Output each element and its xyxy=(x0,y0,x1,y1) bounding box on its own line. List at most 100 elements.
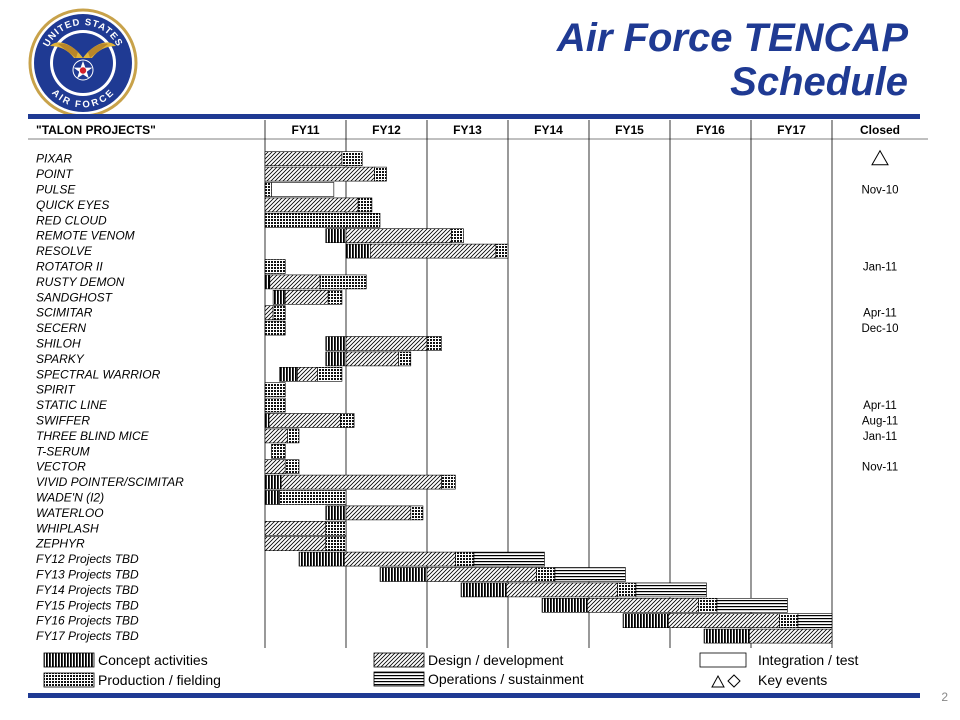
bar-production xyxy=(455,551,475,567)
bar-production xyxy=(272,305,286,320)
bar-design xyxy=(268,413,341,428)
bar-concept xyxy=(541,597,588,613)
legend-label: Concept activities xyxy=(98,652,208,668)
legend-swatch-integration xyxy=(699,652,747,668)
bar-design xyxy=(264,536,327,552)
bar-production xyxy=(341,151,363,167)
row-label: WHIPLASH xyxy=(36,521,99,535)
bar-design xyxy=(587,597,699,613)
bar-production xyxy=(698,597,718,613)
bar-production xyxy=(284,459,300,475)
row-label: SECERN xyxy=(36,321,86,335)
bar-concept xyxy=(325,336,347,351)
row-label: SHILOH xyxy=(36,337,81,351)
bar-production xyxy=(779,613,799,629)
closed-date: Aug-11 xyxy=(862,416,898,428)
bar-operations xyxy=(716,597,788,613)
row-label: FY16 Projects TBD xyxy=(36,614,139,628)
bar-integration xyxy=(271,182,335,197)
bar-production xyxy=(287,428,300,444)
closed-dates: Nov-10 Jan-11 Apr-11 Dec-10 Apr-11 Aug-11 Jan-… xyxy=(861,149,899,474)
row-label: ROTATOR II xyxy=(36,260,103,274)
bar-design xyxy=(264,459,286,475)
bar-production xyxy=(264,213,381,228)
closed-header: Closed xyxy=(860,123,900,137)
bar-concept xyxy=(325,228,347,243)
top-rule xyxy=(28,114,920,119)
closed-date: Jan-11 xyxy=(863,431,897,443)
bar-production xyxy=(426,336,442,351)
bar-production xyxy=(441,474,456,490)
bar-production xyxy=(327,290,343,305)
closed-date: Nov-10 xyxy=(861,185,898,197)
bar-concept xyxy=(264,413,270,428)
bar-production xyxy=(450,228,464,243)
key-event-triangle-icon xyxy=(871,149,889,166)
bar-operations xyxy=(473,551,545,567)
row-label: FY17 Projects TBD xyxy=(36,629,139,643)
bar-design xyxy=(345,228,452,243)
bar-production xyxy=(410,505,424,521)
bar-production xyxy=(325,536,347,552)
legend-label: Operations / sustainment xyxy=(428,671,584,687)
row-label: T-SERUM xyxy=(36,444,90,458)
key-event-triangle-icon xyxy=(711,674,725,688)
legend-label: Key events xyxy=(758,672,827,688)
row-label: PIXAR xyxy=(36,152,72,166)
column-header: FY17 xyxy=(777,123,806,137)
bar-design xyxy=(280,474,442,490)
column-headers: "TALON PROJECTS" FY11 FY12 FY13 FY14 FY15 FY16… xyxy=(36,123,900,137)
bar-concept xyxy=(379,567,428,582)
row-header-label: "TALON PROJECTS" xyxy=(36,123,156,137)
column-header: FY13 xyxy=(453,123,482,137)
closed-date: Apr-11 xyxy=(863,308,897,320)
row-label: SWIFFER xyxy=(36,414,90,428)
closed-date: Dec-10 xyxy=(861,323,898,335)
bars xyxy=(264,151,833,644)
row-label: POINT xyxy=(36,167,74,181)
air-force-logo: UNITED STATES AIR FORCE xyxy=(28,8,138,118)
row-label: SPARKY xyxy=(36,352,85,366)
bar-production xyxy=(495,243,509,259)
bar-design xyxy=(426,567,537,582)
legend-label: Integration / test xyxy=(758,652,859,668)
legend-label: Design / development xyxy=(428,652,564,668)
column-header: FY14 xyxy=(534,123,563,137)
row-label: FY12 Projects TBD xyxy=(36,552,139,566)
bar-design xyxy=(284,290,329,305)
bar-production xyxy=(374,166,387,182)
bar-production xyxy=(264,320,286,336)
bar-design xyxy=(506,582,618,598)
bar-design xyxy=(749,628,833,644)
row-label: SANDGHOST xyxy=(36,290,114,304)
bar-concept xyxy=(298,551,345,567)
bar-design xyxy=(369,243,497,259)
bar-production xyxy=(617,582,637,598)
legend-swatch-production xyxy=(43,672,95,688)
us-air-force-roundel-icon: UNITED STATES AIR FORCE xyxy=(28,8,138,118)
bar-design xyxy=(345,336,428,351)
bar-production xyxy=(357,197,373,213)
row-label: WADE'N (I2) xyxy=(36,491,104,505)
bar-design xyxy=(297,367,318,382)
bar-design xyxy=(345,505,412,521)
row-label: FY15 Projects TBD xyxy=(36,598,139,612)
row-label: SPECTRAL WARRIOR xyxy=(36,367,161,381)
legend-swatch-design xyxy=(373,652,425,668)
bar-production xyxy=(340,413,355,428)
bar-design xyxy=(264,428,288,444)
key-event-diamond-icon xyxy=(727,674,741,688)
bar-concept xyxy=(622,613,669,629)
closed-date: Nov-11 xyxy=(862,462,898,474)
bar-design xyxy=(345,351,399,367)
bar-concept xyxy=(345,243,371,259)
row-label: THREE BLIND MICE xyxy=(36,429,150,443)
bar-concept xyxy=(272,290,286,305)
bar-production xyxy=(279,490,347,505)
row-label: FY13 Projects TBD xyxy=(36,568,139,582)
legend-label: Production / fielding xyxy=(98,672,221,688)
title-line-2: Schedule xyxy=(730,60,908,104)
column-header: FY16 xyxy=(696,123,725,137)
bar-production xyxy=(398,351,412,367)
bar-production xyxy=(264,259,286,274)
